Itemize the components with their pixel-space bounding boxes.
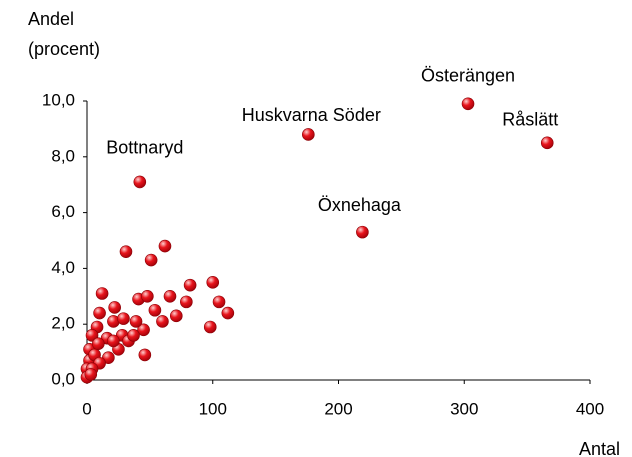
point (206, 276, 220, 289)
point (203, 320, 217, 334)
point (163, 289, 177, 303)
point (127, 329, 140, 342)
point (138, 348, 152, 362)
y-axis-label: Andel (28, 9, 74, 29)
point (158, 239, 172, 253)
y-tick-label: 10,0 (42, 90, 75, 109)
point (540, 136, 554, 150)
point (144, 253, 158, 267)
point (356, 225, 369, 239)
point (302, 128, 315, 141)
x-tick-label: 200 (324, 399, 352, 418)
point (156, 315, 169, 328)
point-label: Österängen (421, 66, 515, 86)
x-tick-label: 0 (82, 399, 91, 418)
point (117, 312, 130, 325)
point (129, 315, 143, 328)
y-axis-label: (procent) (28, 39, 100, 59)
point (137, 323, 150, 337)
point (92, 337, 105, 351)
y-tick-label: 4,0 (51, 258, 75, 277)
point-label: Öxnehaga (318, 195, 402, 215)
y-tick-label: 0,0 (51, 369, 75, 388)
y-tick-label: 2,0 (51, 314, 75, 333)
point (180, 295, 193, 309)
point (461, 97, 475, 111)
point (119, 245, 133, 258)
x-tick-label: 300 (450, 399, 478, 418)
point (108, 301, 121, 314)
x-tick-label: 400 (576, 399, 604, 418)
point (93, 306, 106, 320)
point (95, 287, 109, 300)
x-axis-label: Antal (579, 439, 620, 457)
point (133, 175, 147, 189)
point (84, 368, 98, 381)
point (212, 295, 226, 309)
y-tick-label: 6,0 (51, 202, 75, 221)
y-tick-label: 8,0 (51, 146, 75, 165)
point-label: Råslätt (502, 110, 558, 130)
x-tick-label: 100 (199, 399, 227, 418)
point (141, 289, 154, 303)
point (183, 278, 197, 292)
point (107, 334, 120, 348)
point-label: Bottnaryd (106, 138, 183, 158)
point (169, 309, 183, 323)
point (221, 306, 235, 320)
point-label: Huskvarna Söder (242, 105, 381, 125)
point (148, 303, 162, 317)
